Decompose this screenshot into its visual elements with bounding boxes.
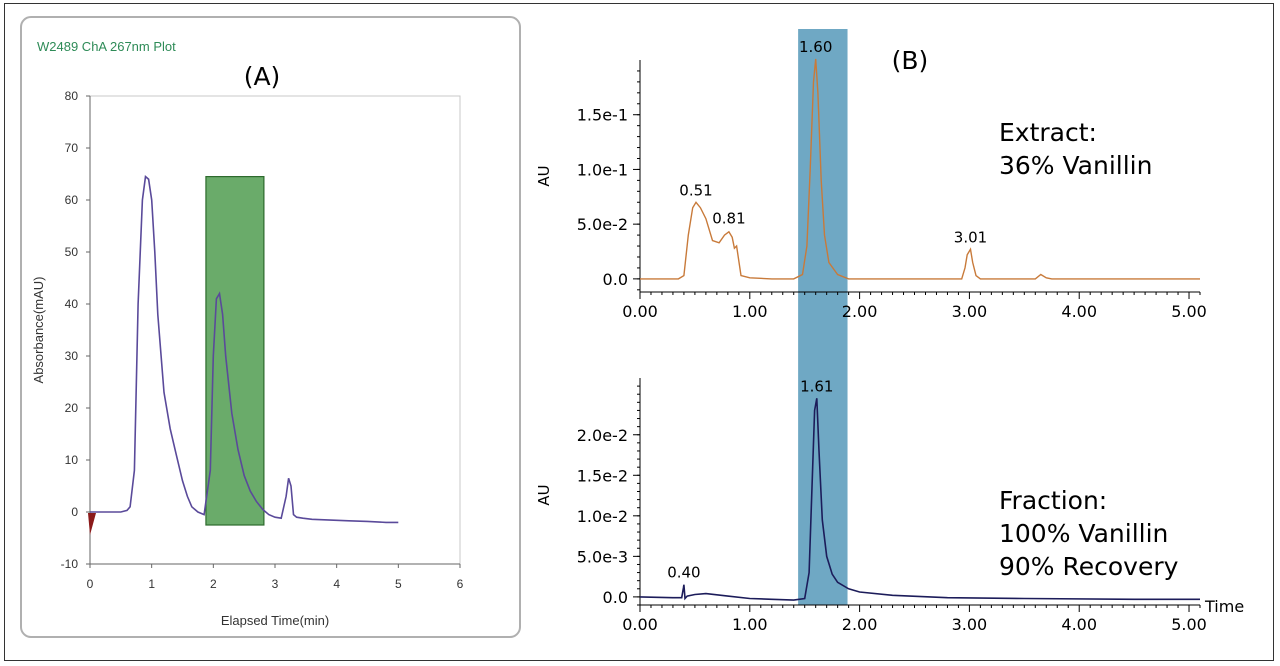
b2-x-tick-label: 4.00 bbox=[1061, 615, 1097, 634]
b1-peak-label: 0.51 bbox=[679, 181, 712, 199]
b1-peak-label: 3.01 bbox=[954, 228, 987, 246]
panel-a-x-tick-label: 5 bbox=[395, 577, 402, 591]
panel-a-y-tick-label: 70 bbox=[65, 141, 79, 155]
b1-peak-label: 0.81 bbox=[712, 210, 745, 228]
b1-y-tick-label: 1.5e-1 bbox=[577, 106, 628, 125]
panel-a-y-axis-label: Absorbance(mAU) bbox=[31, 277, 46, 384]
panel-a-box bbox=[20, 16, 521, 638]
b2-peak-label: 0.40 bbox=[667, 564, 700, 582]
b1-y-tick-label: 0.0 bbox=[603, 270, 628, 289]
panel-a-y-tick-label: -10 bbox=[61, 557, 79, 571]
b2-y-tick-label: 5.0e-3 bbox=[577, 547, 628, 566]
panel-b-bottom-annotation-line3: 90% Recovery bbox=[999, 552, 1179, 581]
b1-y-tick-label: 5.0e-2 bbox=[577, 215, 628, 234]
panel-a-x-axis-label: Elapsed Time(min) bbox=[221, 613, 329, 628]
panel-b-bottom-annotation-line1: Fraction: bbox=[999, 486, 1107, 515]
panel-a-y-tick-label: 20 bbox=[65, 401, 79, 415]
panel-a-x-tick-label: 2 bbox=[210, 577, 217, 591]
b2-x-tick-label: 0.00 bbox=[622, 615, 658, 634]
panel-a-y-tick-label: 10 bbox=[65, 453, 79, 467]
panel-b-bottom-trace bbox=[639, 398, 1200, 601]
panel-b-bottom-x-axis-label: Time bbox=[1204, 597, 1244, 616]
panel-a-trace bbox=[90, 175, 399, 524]
panel-a-injection-marker bbox=[88, 513, 96, 535]
b2-y-tick-label: 1.5e-2 bbox=[577, 466, 628, 485]
b2-peak-label: 1.61 bbox=[800, 377, 833, 395]
panel-b-bottom-y-axis-label: AU bbox=[535, 484, 553, 505]
panel-a-x-tick-label: 0 bbox=[87, 577, 94, 591]
panel-b-charts: (B) 0.0 5.0e-2 1.0e-1 1.5e-1 0.00 1.00 2.00 3.0… bbox=[535, 29, 1244, 634]
b1-x-tick-label: 0.00 bbox=[622, 302, 658, 321]
b1-x-tick-label: 2.00 bbox=[842, 302, 878, 321]
panel-a-y-tick-label: 40 bbox=[65, 297, 79, 311]
panel-b-top-y-axis-label: AU bbox=[535, 165, 553, 186]
b2-y-tick-label: 2.0e-2 bbox=[577, 426, 628, 445]
panel-b-label: (B) bbox=[892, 46, 929, 75]
panel-a-y-tick-label: 80 bbox=[65, 89, 79, 103]
panel-a-x-tick-label: 6 bbox=[457, 577, 464, 591]
panel-b-bottom-annotation-line2: 100% Vanillin bbox=[999, 519, 1168, 548]
b2-y-tick-label: 1.0e-2 bbox=[577, 507, 628, 526]
panel-b-top-annotation-line1: Extract: bbox=[999, 118, 1097, 147]
panel-a-y-tick-label: 30 bbox=[65, 349, 79, 363]
b2-y-tick-label: 0.0 bbox=[603, 588, 628, 607]
b1-x-tick-label: 1.00 bbox=[732, 302, 768, 321]
panel-a-plot-title: W2489 ChA 267nm Plot bbox=[37, 39, 176, 54]
panel-b-top-annotation-line2: 36% Vanillin bbox=[999, 151, 1152, 180]
b2-x-tick-label: 2.00 bbox=[842, 615, 878, 634]
panel-a-x-tick-label: 4 bbox=[333, 577, 340, 591]
b2-x-tick-label: 5.00 bbox=[1171, 615, 1207, 634]
panel-a-chart: -10 0 10 20 30 40 50 60 70 80 0 1 2 3 4 5 6 Elapsed Time… bbox=[31, 89, 464, 628]
b1-x-tick-label: 5.00 bbox=[1171, 302, 1207, 321]
panel-a-x-tick-label: 1 bbox=[148, 577, 155, 591]
panel-a-label: (A) bbox=[244, 62, 281, 91]
b1-x-tick-label: 3.00 bbox=[952, 302, 988, 321]
b2-x-tick-label: 1.00 bbox=[732, 615, 768, 634]
panel-a-x-tick-label: 3 bbox=[272, 577, 279, 591]
panel-a-y-tick-label: 50 bbox=[65, 245, 79, 259]
panel-a-highlight-region bbox=[205, 176, 265, 526]
panel-a-y-tick-label: 0 bbox=[71, 505, 78, 519]
b1-peak-label: 1.60 bbox=[799, 38, 832, 56]
figure-frame bbox=[4, 3, 1274, 661]
panel-b-top-trace bbox=[640, 58, 1200, 280]
panel-b-highlight-band bbox=[798, 29, 848, 605]
b1-y-tick-label: 1.0e-1 bbox=[577, 160, 628, 179]
panel-a-y-tick-label: 60 bbox=[65, 193, 79, 207]
b1-x-tick-label: 4.00 bbox=[1061, 302, 1097, 321]
b2-x-tick-label: 3.00 bbox=[952, 615, 988, 634]
